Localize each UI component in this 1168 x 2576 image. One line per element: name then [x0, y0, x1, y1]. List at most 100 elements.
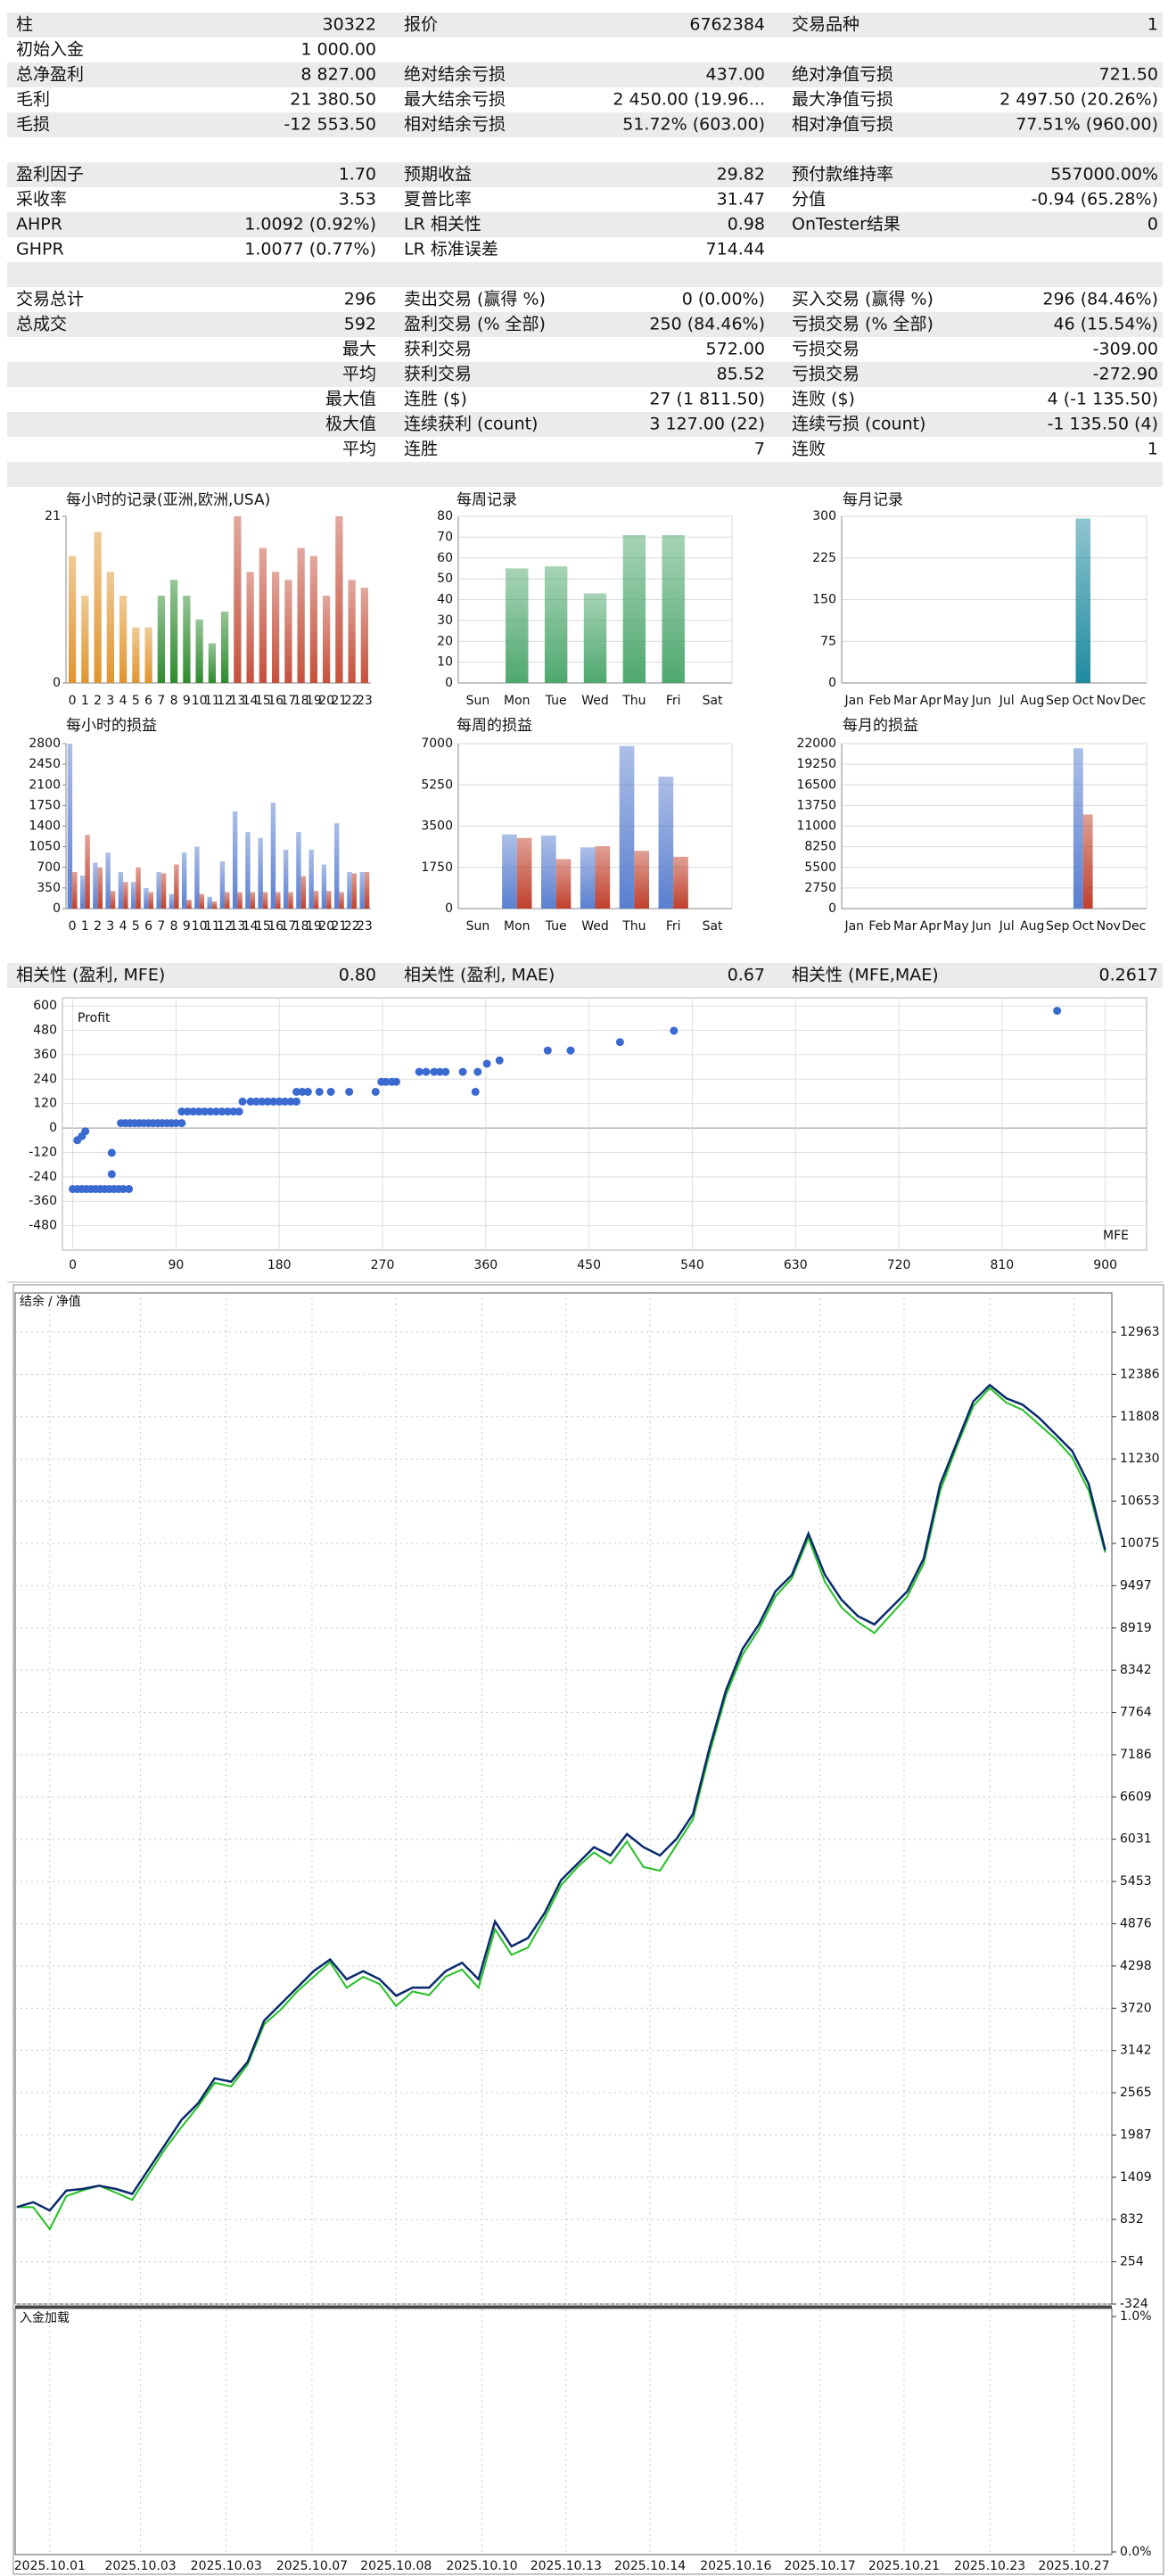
x-tick-label: Tue: [545, 694, 567, 708]
x-tick-label: 2025.10.08: [360, 2559, 432, 2573]
scatter-point: [171, 1119, 180, 1128]
stat-value: 1 000.00: [300, 40, 376, 60]
bar: [169, 580, 178, 683]
bar: [284, 580, 292, 683]
x-tick-label: 15: [255, 694, 271, 708]
bar: [359, 872, 365, 909]
y-tick-label: 19250: [796, 757, 836, 771]
bar: [169, 893, 175, 909]
stat-label: 连胜: [404, 440, 438, 459]
x-tick-label: 540: [680, 1258, 704, 1272]
bar: [351, 873, 358, 909]
stat-value: 714.44: [706, 240, 765, 259]
x-tick-label: 2: [94, 919, 102, 934]
y-tick-label: 7764: [1120, 1706, 1152, 1720]
y-tick-label: 600: [33, 999, 57, 1013]
x-tick-label: Sep: [1046, 919, 1070, 934]
y-tick-label: 8342: [1120, 1663, 1152, 1677]
stat-label: 亏损交易: [792, 365, 860, 384]
scatter-point: [458, 1067, 467, 1076]
x-tick-label: Jan: [843, 919, 864, 934]
x-tick-label: 14: [243, 694, 259, 708]
x-tick-label: 4: [119, 919, 127, 934]
bar: [288, 892, 293, 909]
bar: [136, 867, 141, 909]
x-tick-label: 2025.10.03: [104, 2559, 176, 2573]
scatter-point: [543, 1046, 552, 1055]
y-tick-label: 13750: [796, 798, 836, 812]
stat-label: 盈利因子: [16, 165, 84, 185]
x-tick-label: 23: [357, 694, 373, 708]
stat-label: AHPR: [16, 215, 62, 235]
scatter-point: [275, 1097, 284, 1106]
x-tick-label: 6: [144, 919, 152, 934]
scatter-point: [183, 1107, 192, 1116]
x-tick-label: 360: [473, 1258, 498, 1272]
x-tick-label: Oct: [1073, 919, 1095, 934]
scatter-point: [189, 1107, 198, 1116]
x-tick-label: 17: [280, 919, 296, 934]
stat-label: 分值: [792, 190, 826, 210]
x-tick-label: Apr: [920, 694, 942, 708]
y-tick-label: 7186: [1120, 1748, 1152, 1762]
y-tick-label: 0: [828, 901, 836, 916]
bar: [246, 572, 254, 683]
x-tick-label: 11: [204, 919, 220, 934]
row-background: [7, 237, 1163, 262]
x-tick-label: 2025.10.03: [191, 2559, 262, 2573]
scatter-point: [415, 1067, 424, 1076]
stat-value: 1: [1147, 440, 1158, 459]
y-tick-label: 50: [437, 572, 453, 586]
x-tick-label: 630: [784, 1258, 808, 1272]
x-tick-label: 720: [887, 1258, 911, 1272]
x-tick-label: 10: [192, 919, 208, 934]
x-tick-label: Jan: [843, 694, 864, 708]
bar: [219, 861, 226, 909]
chart-title: 每周记录: [457, 491, 517, 509]
y-tick-label: 5250: [421, 778, 453, 792]
bar: [308, 849, 314, 909]
x-tick-label: Oct: [1073, 694, 1095, 708]
x-tick-label: 15: [255, 919, 271, 934]
y-tick-label: 80: [437, 509, 453, 523]
scatter-point: [223, 1107, 232, 1116]
x-tick-label: 2025.10.23: [954, 2559, 1025, 2573]
stat-label: 获利交易: [404, 340, 472, 359]
stat-label: 采收率: [16, 190, 67, 210]
bar: [110, 891, 116, 909]
chart-title: 每月记录: [843, 491, 903, 509]
scatter-point: [119, 1185, 127, 1194]
x-tick-label: 16: [267, 919, 284, 934]
x-tick-label: Feb: [868, 919, 891, 934]
y-tick-label: 3720: [1120, 2001, 1152, 2015]
y-tick-label: -240: [29, 1170, 57, 1184]
x-tick-label: 90: [168, 1258, 184, 1272]
window-frame: [12, 1284, 1164, 2575]
x-tick-label: 8: [170, 694, 178, 708]
x-tick-label: 270: [371, 1258, 395, 1272]
plot-frame: [62, 997, 1147, 1251]
bar: [106, 572, 115, 683]
bar: [321, 864, 327, 909]
x-tick-label: Aug: [1020, 919, 1044, 934]
y-tick-label: 120: [33, 1097, 57, 1111]
y-tick-label: 1.0%: [1120, 2309, 1152, 2324]
stat-value: 6762384: [689, 15, 765, 35]
bar: [347, 872, 352, 909]
bar: [595, 845, 611, 909]
bar: [259, 547, 267, 683]
y-tick-label: 2800: [29, 737, 61, 751]
y-tick-label: 0: [53, 676, 61, 690]
scatter-point: [292, 1087, 301, 1096]
bar: [339, 892, 344, 909]
bar: [516, 837, 532, 909]
x-tick-label: Apr: [920, 919, 942, 934]
row-background: [7, 62, 1163, 87]
bar: [181, 852, 187, 909]
x-tick-label: 3: [106, 694, 114, 708]
y-tick-label: 0: [53, 901, 61, 916]
bar: [199, 893, 205, 909]
scatter-point: [1053, 1007, 1062, 1016]
x-tick-label: Sep: [1046, 694, 1070, 708]
scatter-point: [125, 1185, 134, 1194]
